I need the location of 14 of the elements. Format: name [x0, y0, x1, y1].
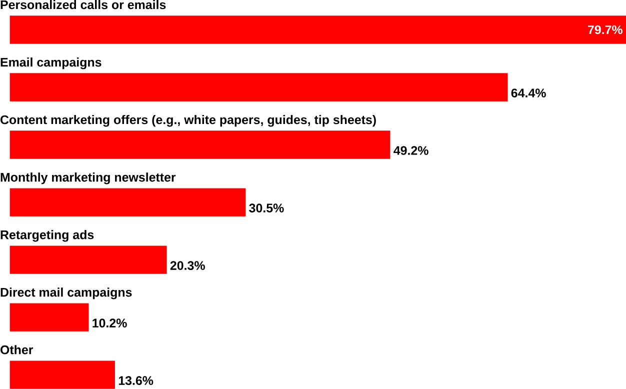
y-tick-label: Email campaigns: [0, 58, 102, 70]
y-tick-label: Content marketing offers (e.g., white papers, guides, tip sheets): [0, 115, 376, 127]
y-tick-label: Monthly marketing newsletter: [0, 172, 176, 184]
y-tick-label: Retargeting ads: [0, 230, 94, 242]
y-tick-label: Direct mail campaigns: [0, 288, 132, 300]
data-label: 49.2%: [394, 146, 428, 155]
y-tick-label: Personalized calls or emails: [0, 0, 166, 10]
data-label: 79.7%: [588, 25, 622, 34]
data-label: 10.2%: [92, 318, 127, 328]
data-label: 64.4%: [511, 88, 546, 98]
y-tick-label: Other: [0, 345, 34, 354]
data-label: 13.6%: [118, 376, 154, 386]
data-label: 20.3%: [170, 261, 205, 270]
data-label: 30.5%: [249, 204, 284, 212]
